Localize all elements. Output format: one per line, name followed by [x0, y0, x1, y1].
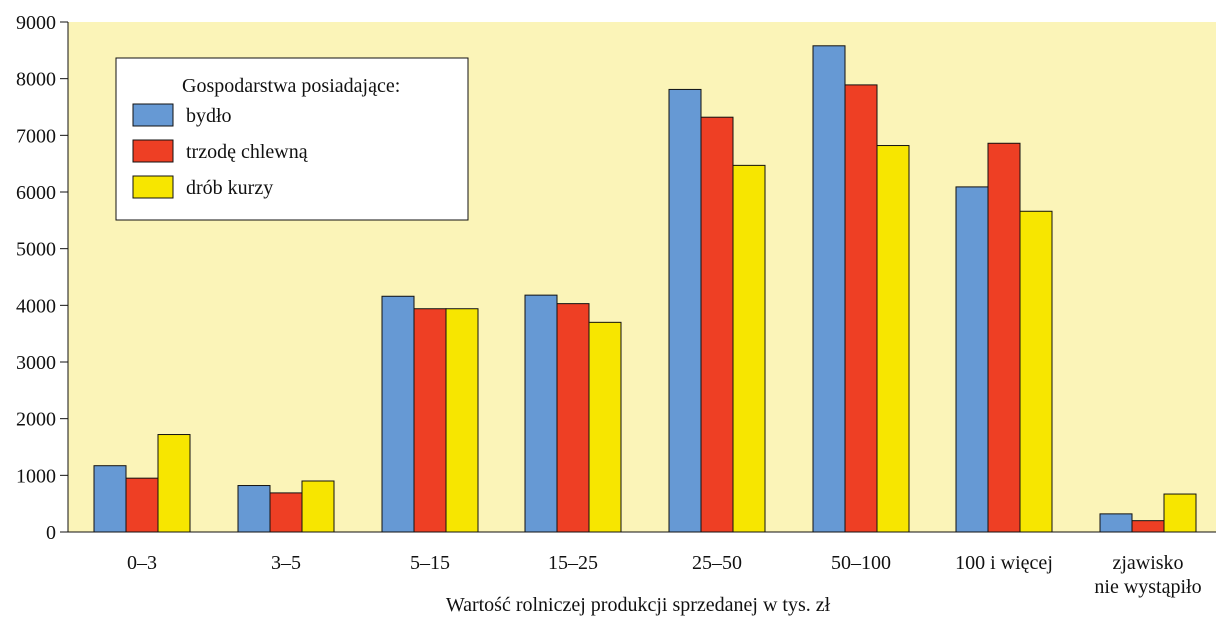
bar	[732, 164, 766, 533]
x-tick-label: 5–15	[410, 552, 450, 574]
x-tick-label: 0–3	[127, 552, 157, 574]
legend-swatch	[132, 175, 174, 199]
y-tick-label: 0	[46, 522, 56, 544]
x-tick-label: nie wystąpiło	[1094, 576, 1201, 598]
bar	[844, 84, 878, 533]
y-tick-label: 4000	[16, 295, 56, 317]
x-tick-label: 100 i więcej	[955, 552, 1053, 574]
bar	[812, 45, 846, 533]
x-axis-title: Wartość rolniczej produkcji sprzedanej w…	[446, 594, 831, 616]
bar	[125, 477, 159, 533]
y-tick-label: 9000	[16, 12, 56, 34]
bar	[381, 295, 415, 533]
legend-box	[115, 57, 469, 221]
x-tick-label: 50–100	[831, 552, 891, 574]
x-tick-label: 3–5	[271, 552, 301, 574]
bar	[237, 485, 271, 533]
legend-title: Gospodarstwa posiadające:	[182, 75, 400, 97]
bar	[1099, 513, 1133, 533]
legend-swatch	[132, 103, 174, 127]
legend-swatch	[132, 139, 174, 163]
y-tick-label: 5000	[16, 239, 56, 261]
bars	[93, 45, 1197, 533]
x-tick-label: zjawisko	[1112, 552, 1183, 574]
x-tick-label: 15–25	[548, 552, 598, 574]
bar	[556, 303, 590, 533]
legend: Gospodarstwa posiadające: bydło trzodę ch…	[115, 57, 469, 221]
legend-label: trzodę chlewną	[186, 141, 309, 163]
bar	[445, 308, 479, 533]
y-tick-label: 6000	[16, 182, 56, 204]
bar	[987, 142, 1021, 533]
legend-label: drób kurzy	[186, 177, 273, 199]
bar	[588, 321, 622, 533]
bar	[413, 308, 447, 533]
y-tick-label: 2000	[16, 409, 56, 431]
y-tick-label: 1000	[16, 465, 56, 487]
bar	[524, 294, 558, 533]
y-axis: 0 1000 2000 3000 4000 5000 6000 7000 8000 9000	[16, 12, 69, 544]
y-tick-label: 8000	[16, 69, 56, 91]
bar	[301, 480, 335, 533]
x-tick-label: 25–50	[692, 552, 742, 574]
bar	[1163, 493, 1197, 533]
x-axis: 0–3 3–5 5–15 15–25 25–50 50–100 100 i więcej zj…	[68, 531, 1216, 598]
bar	[955, 186, 989, 533]
bar	[93, 465, 127, 533]
bar	[876, 145, 910, 533]
legend-label: bydło	[186, 105, 232, 127]
y-tick-label: 3000	[16, 352, 56, 374]
bar	[1019, 210, 1053, 533]
y-tick-label: 7000	[16, 125, 56, 147]
bar	[157, 434, 191, 533]
bar	[668, 88, 702, 533]
bar	[1131, 520, 1165, 533]
bar	[700, 116, 734, 533]
bar	[269, 492, 303, 533]
